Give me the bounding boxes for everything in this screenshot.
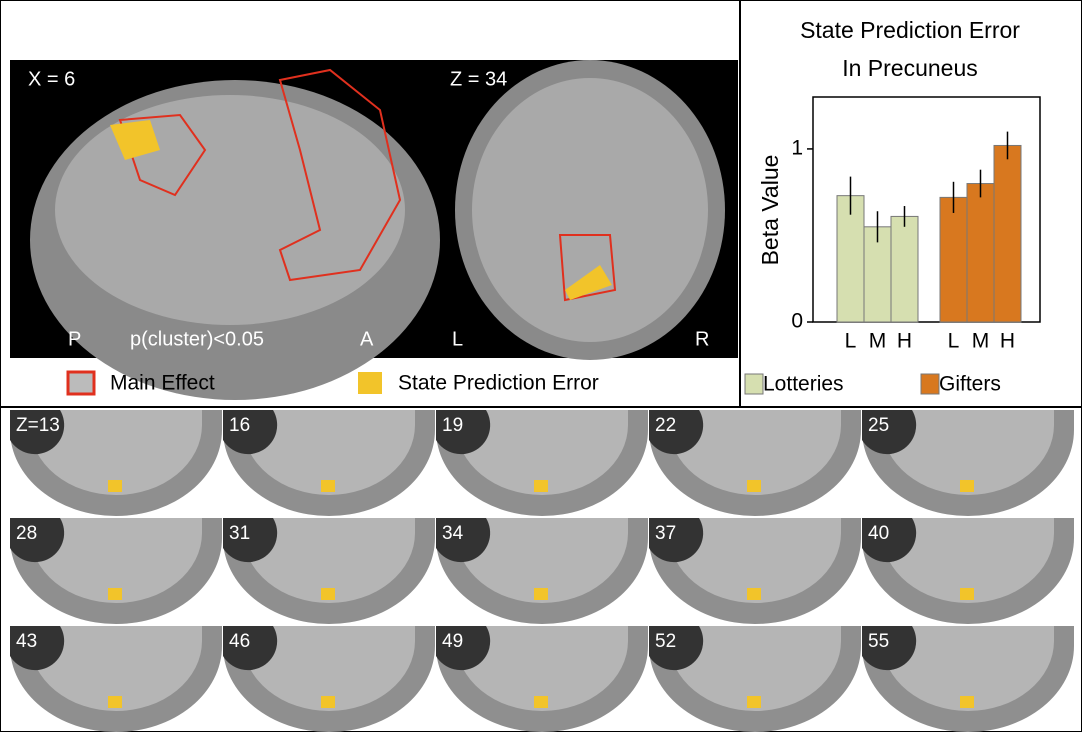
activation (534, 588, 548, 600)
activation (960, 696, 974, 708)
legend-label: Lotteries (763, 373, 844, 396)
legend-swatch (358, 372, 382, 394)
slice-label: X = 6 (28, 68, 75, 90)
slice-label: 52 (655, 631, 676, 652)
y-axis-label: Beta Value (757, 155, 783, 266)
legend-swatch (745, 374, 763, 394)
slice-label: Z = 34 (450, 68, 507, 90)
slice-label: 25 (868, 415, 889, 436)
activation (321, 480, 335, 492)
bar (967, 184, 994, 322)
activation (108, 588, 122, 600)
slice-label: 31 (229, 523, 250, 544)
y-tick-label: 1 (791, 136, 803, 159)
chart-title: In Precuneus (842, 55, 978, 81)
slice-label: 19 (442, 415, 463, 436)
slice-label: 43 (16, 631, 37, 652)
orientation: L (452, 328, 463, 350)
legend-label: State Prediction Error (398, 372, 599, 395)
legend-label: Gifters (939, 373, 1001, 396)
y-tick-label: 0 (791, 310, 803, 333)
activation (108, 696, 122, 708)
slice-label: 40 (868, 523, 889, 544)
slice-label: 16 (229, 415, 250, 436)
x-tick-label: L (845, 330, 857, 353)
activation (321, 588, 335, 600)
brain (55, 95, 405, 325)
slice-label: 28 (16, 523, 37, 544)
bar (940, 197, 967, 322)
x-tick-label: L (948, 330, 960, 353)
brain (472, 78, 708, 342)
slice-label: 37 (655, 523, 676, 544)
threshold: p(cluster)<0.05 (130, 328, 264, 350)
slice-label: 49 (442, 631, 463, 652)
legend-swatch (68, 372, 94, 394)
activation (747, 480, 761, 492)
bar (891, 216, 918, 322)
orientation: P (68, 328, 81, 350)
activation (108, 480, 122, 492)
activation (321, 696, 335, 708)
x-tick-label: H (1000, 330, 1015, 353)
bar (994, 145, 1021, 322)
x-tick-label: H (897, 330, 912, 353)
orientation: A (360, 328, 374, 350)
activation (960, 588, 974, 600)
slice-label: 46 (229, 631, 250, 652)
x-tick-label: M (972, 330, 990, 353)
activation (960, 480, 974, 492)
activation (747, 696, 761, 708)
legend-swatch (921, 374, 939, 394)
activation (534, 696, 548, 708)
orientation: R (695, 328, 709, 350)
legend-label: Main Effect (110, 372, 215, 395)
slice-label: 34 (442, 523, 464, 544)
x-tick-label: M (869, 330, 887, 353)
figure: X = 6 P p(cluster)<0.05 A Z = 34 L R Mai… (0, 0, 1082, 732)
activation (534, 480, 548, 492)
slice-label: Z=13 (16, 415, 60, 436)
activation (747, 588, 761, 600)
slice-label: 55 (868, 631, 889, 652)
chart-title: State Prediction Error (800, 17, 1020, 43)
slice-label: 22 (655, 415, 676, 436)
